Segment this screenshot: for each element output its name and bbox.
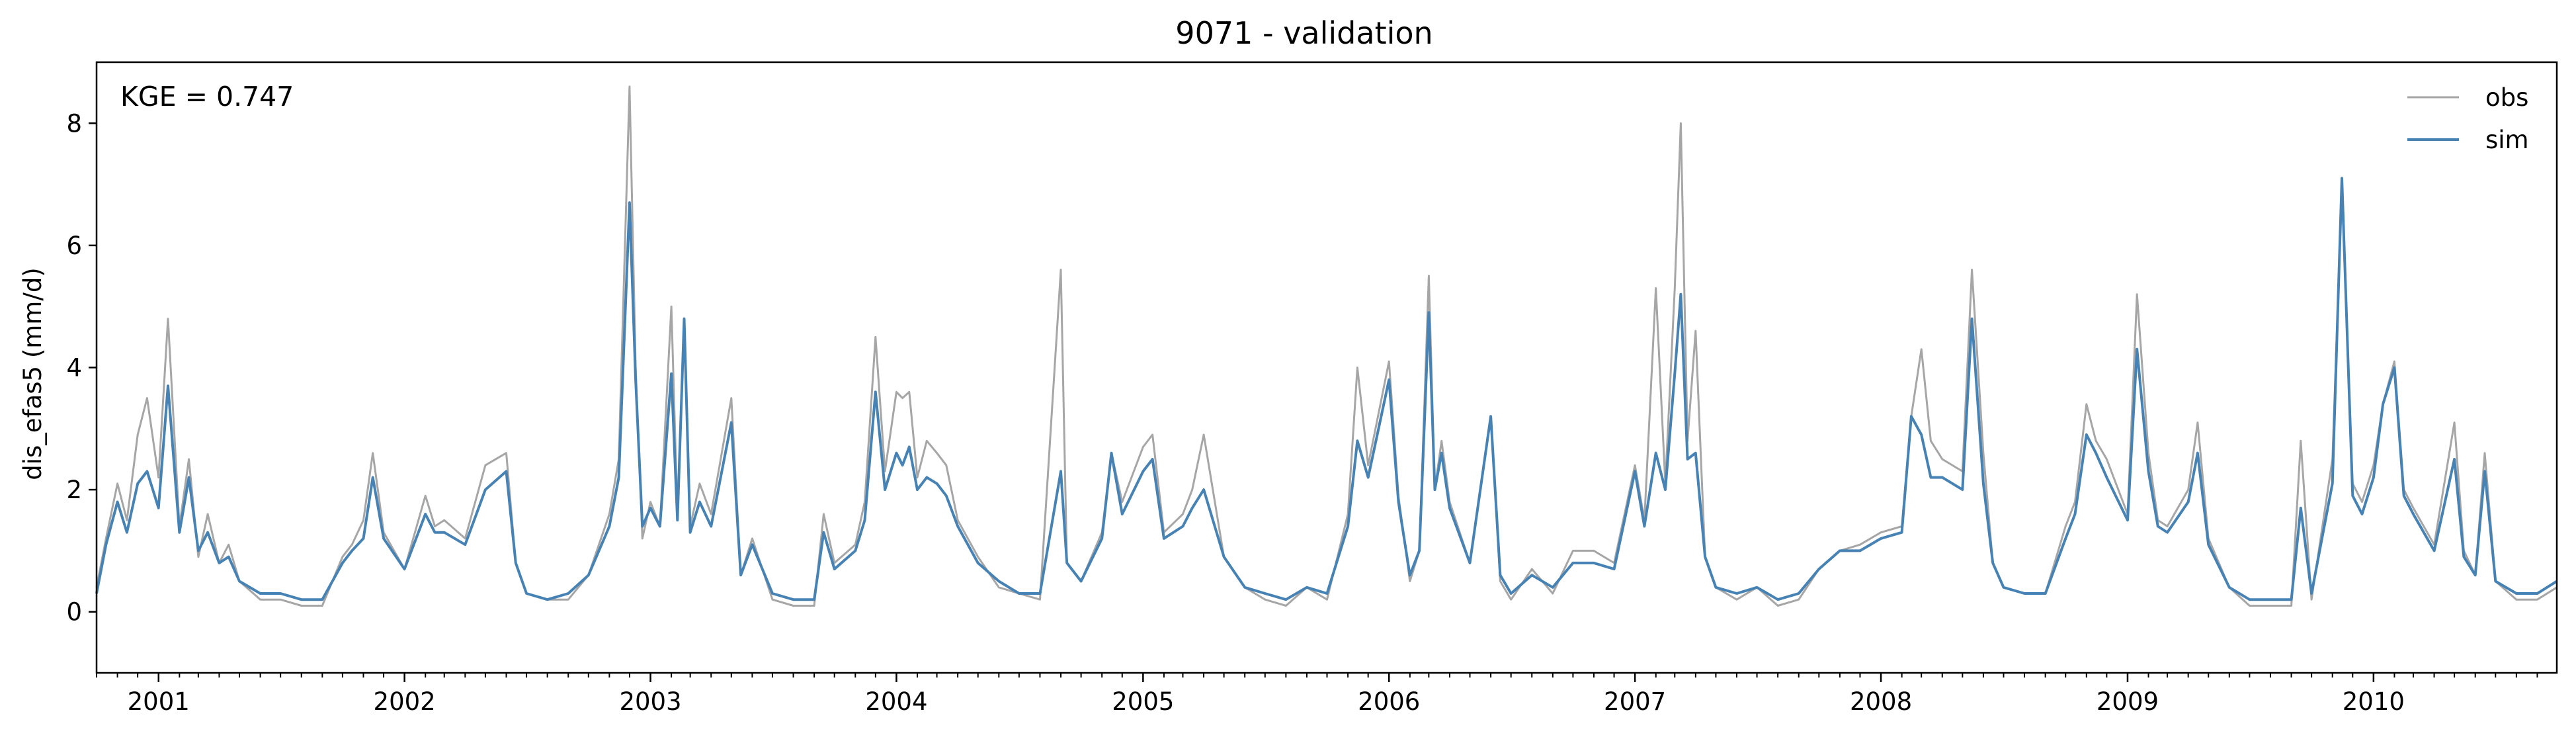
x-tick-label: 2009: [2097, 687, 2159, 716]
x-tick-label: 2003: [619, 687, 681, 716]
legend-label-sim: sim: [2485, 126, 2529, 154]
x-tick-label: 2007: [1604, 687, 1666, 716]
series-line-obs: [95, 85, 2557, 607]
y-tick-label: 6: [66, 232, 82, 260]
y-axis-label: dis_efas5 (mm/d): [19, 267, 47, 480]
y-tick-label: 0: [66, 598, 82, 627]
x-tick-label: 2004: [865, 687, 927, 716]
series-layer: [95, 85, 2558, 607]
series-line-sim: [95, 177, 2558, 601]
x-axis-ticks: 2001 2002 2003 2004 2005 2006 2007 2008 2009 2010: [96, 673, 2538, 716]
x-tick-label: 2006: [1358, 687, 1420, 716]
kge-annotation: KGE = 0.747: [120, 81, 294, 112]
legend-label-obs: obs: [2485, 83, 2528, 112]
legend: obs sim: [2407, 83, 2529, 154]
y-axis-ticks: 0 2 4 6 8: [66, 109, 97, 627]
x-tick-label: 2008: [1850, 687, 1912, 716]
x-tick-label: 2001: [128, 687, 190, 716]
y-tick-label: 8: [66, 109, 82, 138]
x-tick-label: 2010: [2343, 687, 2405, 716]
x-tick-label: 2005: [1112, 687, 1174, 716]
y-tick-label: 4: [66, 354, 82, 382]
plot-frame: [95, 61, 2558, 674]
chart-title: 9071 - validation: [1175, 15, 1433, 51]
x-tick-label: 2002: [374, 687, 436, 716]
y-tick-label: 2: [66, 476, 82, 504]
